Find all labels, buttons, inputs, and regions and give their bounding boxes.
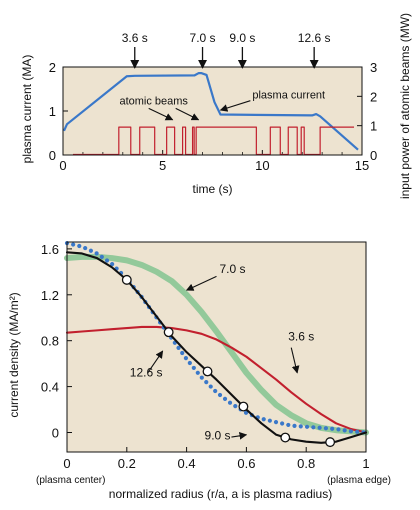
x-tick-label: 0.2 [118, 456, 136, 471]
y-tick-label: 1.2 [41, 288, 59, 303]
y-tick-label: 2 [49, 60, 56, 75]
series-label-arrow [147, 350, 164, 374]
y2-tick-label: 0 [370, 148, 377, 163]
y-axis-label: current density (MA/m²) [7, 292, 21, 417]
x-tick-label: 0 [63, 456, 70, 471]
series-line-1 [72, 126, 355, 156]
series-line-1 [65, 325, 368, 434]
x-axis-label: time (s) [193, 182, 233, 196]
y2-tick-label: 2 [370, 89, 377, 104]
series-label: 7.0 s [219, 262, 245, 276]
plot-frame [66, 241, 367, 453]
series-line-0 [64, 253, 369, 436]
series-line-2 [64, 241, 369, 435]
series-point-circle [202, 366, 213, 377]
x-tick-label: 0 [59, 158, 66, 173]
series-line-3 [65, 251, 368, 444]
series-label: 9.0 s [205, 428, 231, 442]
time-marker-label: 12.6 s [298, 31, 331, 45]
y-tick-label: 0.8 [41, 334, 59, 349]
y2-axis-label: input power of atomic beams (MW) [398, 13, 412, 199]
series-point-circle [163, 327, 174, 338]
series-label: 12.6 s [130, 365, 163, 379]
x-tick-label: 0.4 [178, 456, 196, 471]
time-marker-label: 3.6 s [122, 31, 148, 45]
atomic-beams-arrow-2 [175, 107, 200, 121]
plot-frame [62, 66, 363, 156]
plasma-current-arrow [219, 100, 251, 112]
series-label-arrow [231, 432, 248, 440]
series-point-circle [238, 401, 249, 412]
x-tick-label: 0.8 [297, 456, 315, 471]
atomic-beams-arrow [148, 107, 174, 121]
series-point-circle [325, 437, 336, 448]
x-tick-label: 0.6 [237, 456, 255, 471]
time-marker-label: 7.0 s [190, 31, 216, 45]
current-density-chart: 0 0.2 0.4 0.6 0.8 1 0 0.4 0.8 1.2 1.6 7.0 s 3.6 s 12.… [7, 241, 391, 501]
y-axis-label: plasma current (MA) [20, 55, 34, 164]
series-label: 3.6 s [288, 330, 314, 344]
plot-area [67, 242, 366, 452]
x-tick-label: 10 [255, 158, 269, 173]
series-point-circle [280, 432, 291, 443]
x-tick-label: 1 [362, 456, 369, 471]
y-tick-label: 0 [52, 425, 59, 440]
y-tick-label: 1 [49, 104, 56, 119]
atomic-beams-annotation: atomic beams [119, 95, 188, 107]
y2-tick-label: 1 [370, 119, 377, 134]
plasma-center-label: (plasma center) [36, 475, 105, 486]
x-tick-label: 15 [355, 158, 369, 173]
y-tick-label: 0.4 [41, 380, 59, 395]
plasma-edge-label: (plasma edge) [327, 475, 391, 486]
plasma-current-annotation: plasma current [252, 90, 325, 102]
x-tick-label: 5 [159, 158, 166, 173]
y2-tick-label: 3 [370, 60, 377, 75]
x-axis-label: normalized radius (r/a, a is plasma radi… [109, 487, 332, 501]
series-label-arrow [290, 347, 300, 374]
time-marker-label: 9.0 s [229, 31, 255, 45]
plot-area [63, 67, 362, 155]
series-point-circle [121, 274, 132, 285]
series-line-0 [62, 72, 359, 151]
y-tick-label: 0 [49, 148, 56, 163]
series-label-arrow [185, 275, 217, 291]
y-tick-label: 1.6 [41, 242, 59, 257]
